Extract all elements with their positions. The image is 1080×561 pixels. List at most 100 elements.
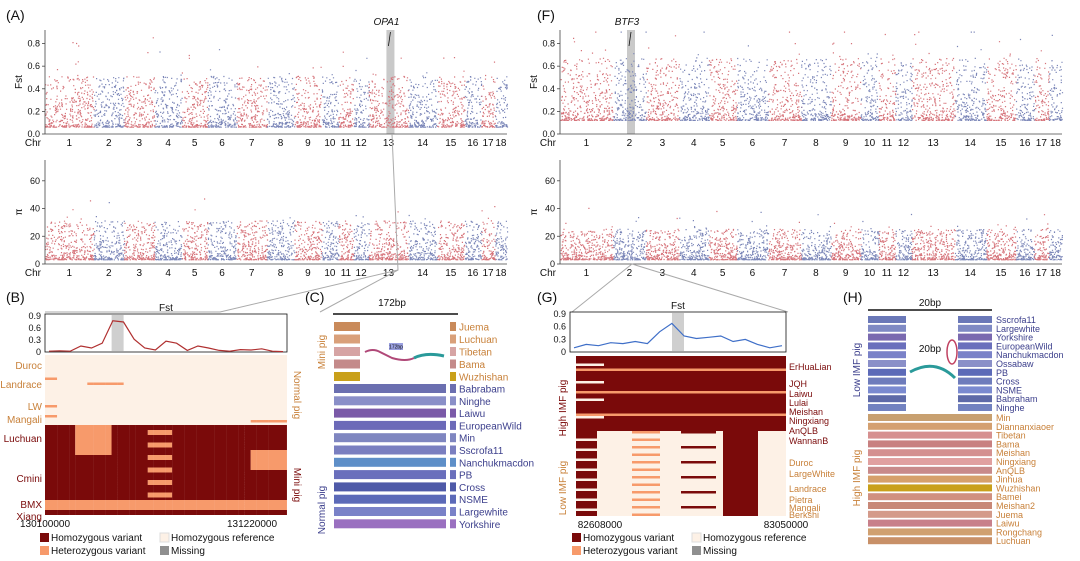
- breed-label: ErHuaLian: [789, 362, 832, 372]
- genotype-row: [576, 483, 758, 486]
- haplotype-bar: [334, 457, 446, 467]
- x-end-label: 83050000: [764, 520, 809, 531]
- chr-2-points: [613, 31, 647, 121]
- genotype-row: [45, 442, 287, 445]
- genotype-row: [632, 483, 660, 486]
- chr-tick-label: 13: [928, 268, 940, 279]
- chr-8-points: [801, 58, 832, 121]
- genotype-row: [576, 471, 758, 474]
- genotype-row: [576, 451, 758, 454]
- genotype-row: [147, 470, 173, 473]
- genotype-row: [45, 427, 287, 430]
- breed-label: Min: [459, 434, 475, 445]
- y-tick-label: 60: [30, 176, 40, 186]
- breed-swatch: [450, 322, 456, 331]
- genotype-row: [632, 453, 660, 456]
- breed-label: Cross: [459, 483, 485, 494]
- breed-label: EuropeanWild: [459, 421, 522, 432]
- gene-label: OPA1: [373, 17, 399, 28]
- y-axis-label: Fst: [14, 75, 25, 89]
- breed-label: Meishan: [996, 448, 1030, 458]
- chr-12-points: [895, 213, 913, 261]
- breed-label: Ossabaw: [996, 359, 1034, 369]
- breed-label: Luchuan: [996, 536, 1031, 546]
- genotype-row: [576, 411, 786, 414]
- chr-17-points: [481, 206, 496, 261]
- chr-tick-label: 12: [356, 268, 368, 279]
- haplotype-full: [868, 493, 992, 501]
- chr-11-points: [338, 51, 355, 128]
- genotype-row: [147, 482, 173, 485]
- chr-tick-label: 2: [106, 268, 112, 279]
- haplotype-left: [868, 386, 906, 394]
- y-tick-label: 0.3: [553, 334, 566, 344]
- group-side-label: Mini pig: [317, 335, 328, 369]
- haplotype-left: [868, 395, 906, 403]
- group-side-label: Normal pig: [291, 371, 302, 419]
- group-side-label: Low IMF pig: [558, 461, 569, 515]
- genotype-row: [576, 358, 786, 361]
- genotype-row: [576, 391, 786, 394]
- genotype-row: [723, 458, 758, 461]
- chr-1-points: [45, 200, 95, 261]
- genotype-row: [147, 495, 173, 498]
- chr-13-points: [368, 211, 409, 261]
- breed-swatch: [450, 445, 456, 455]
- y-tick-label: 40: [545, 204, 555, 214]
- genotype-row: [45, 487, 287, 490]
- group-side-label: High IMF pig: [852, 450, 863, 507]
- chr-17-points: [481, 61, 496, 128]
- panelG-matrix: [576, 356, 786, 516]
- group-label: Landrace: [0, 380, 42, 391]
- chr-2-points: [93, 77, 125, 128]
- chr-axis-label: Chr: [540, 138, 557, 149]
- genotype-row: [45, 452, 251, 455]
- chr-tick-label: 8: [278, 138, 284, 149]
- chr-6-points: [736, 211, 770, 261]
- genotype-row: [45, 490, 287, 493]
- chr-tick-label: 14: [417, 268, 429, 279]
- chr-10-points: [321, 220, 340, 261]
- chr-tick-label: 14: [417, 138, 429, 149]
- fst-title: Fst: [671, 301, 685, 312]
- chr-tick-label: 14: [965, 138, 977, 149]
- chr-8-points: [801, 214, 832, 261]
- legend-text: Homozygous variant: [583, 533, 674, 544]
- breed-label: Largewhite: [459, 508, 508, 519]
- genotype-row: [576, 403, 786, 406]
- highlight-band: [111, 315, 124, 351]
- chr-8-points: [266, 217, 296, 261]
- haplotype-full: [868, 537, 992, 545]
- genotype-row: [632, 513, 660, 516]
- breed-label: Sscrofa11: [996, 315, 1036, 325]
- breed-label: EuropeanWild: [996, 341, 1053, 351]
- genotype-row: [576, 388, 786, 391]
- haplotype-right: [958, 395, 992, 403]
- genotype-row: [576, 376, 786, 379]
- group-label: Cmini: [16, 474, 42, 485]
- genotype-row: [576, 386, 786, 389]
- genotype-row: [147, 492, 173, 495]
- panel-label-G: (G): [537, 289, 557, 305]
- haplotype-bar: [334, 322, 360, 331]
- haplotype-full: [868, 475, 992, 483]
- y-axis-label: Fst: [529, 75, 540, 89]
- genotype-row: [45, 415, 58, 418]
- genotype-row: [576, 421, 786, 424]
- genotype-row: [632, 446, 660, 449]
- legend-swatch: [40, 533, 49, 542]
- genotype-row: [75, 450, 287, 453]
- chr-17-points: [1034, 214, 1050, 261]
- chr-tick-label: 15: [445, 138, 457, 149]
- legend-text: Missing: [703, 546, 737, 557]
- chr-tick-label: 16: [467, 138, 479, 149]
- y-tick-label: 0.6: [553, 322, 566, 332]
- breed-label: NSME: [996, 385, 1022, 395]
- chr-12-points: [895, 62, 913, 121]
- chr-3-points: [124, 37, 156, 128]
- genotype-row: [723, 438, 758, 441]
- genotype-row: [576, 496, 758, 499]
- haplotype-full: [868, 422, 992, 430]
- haplotype-left: [868, 333, 906, 341]
- chr-1-points: [560, 31, 614, 121]
